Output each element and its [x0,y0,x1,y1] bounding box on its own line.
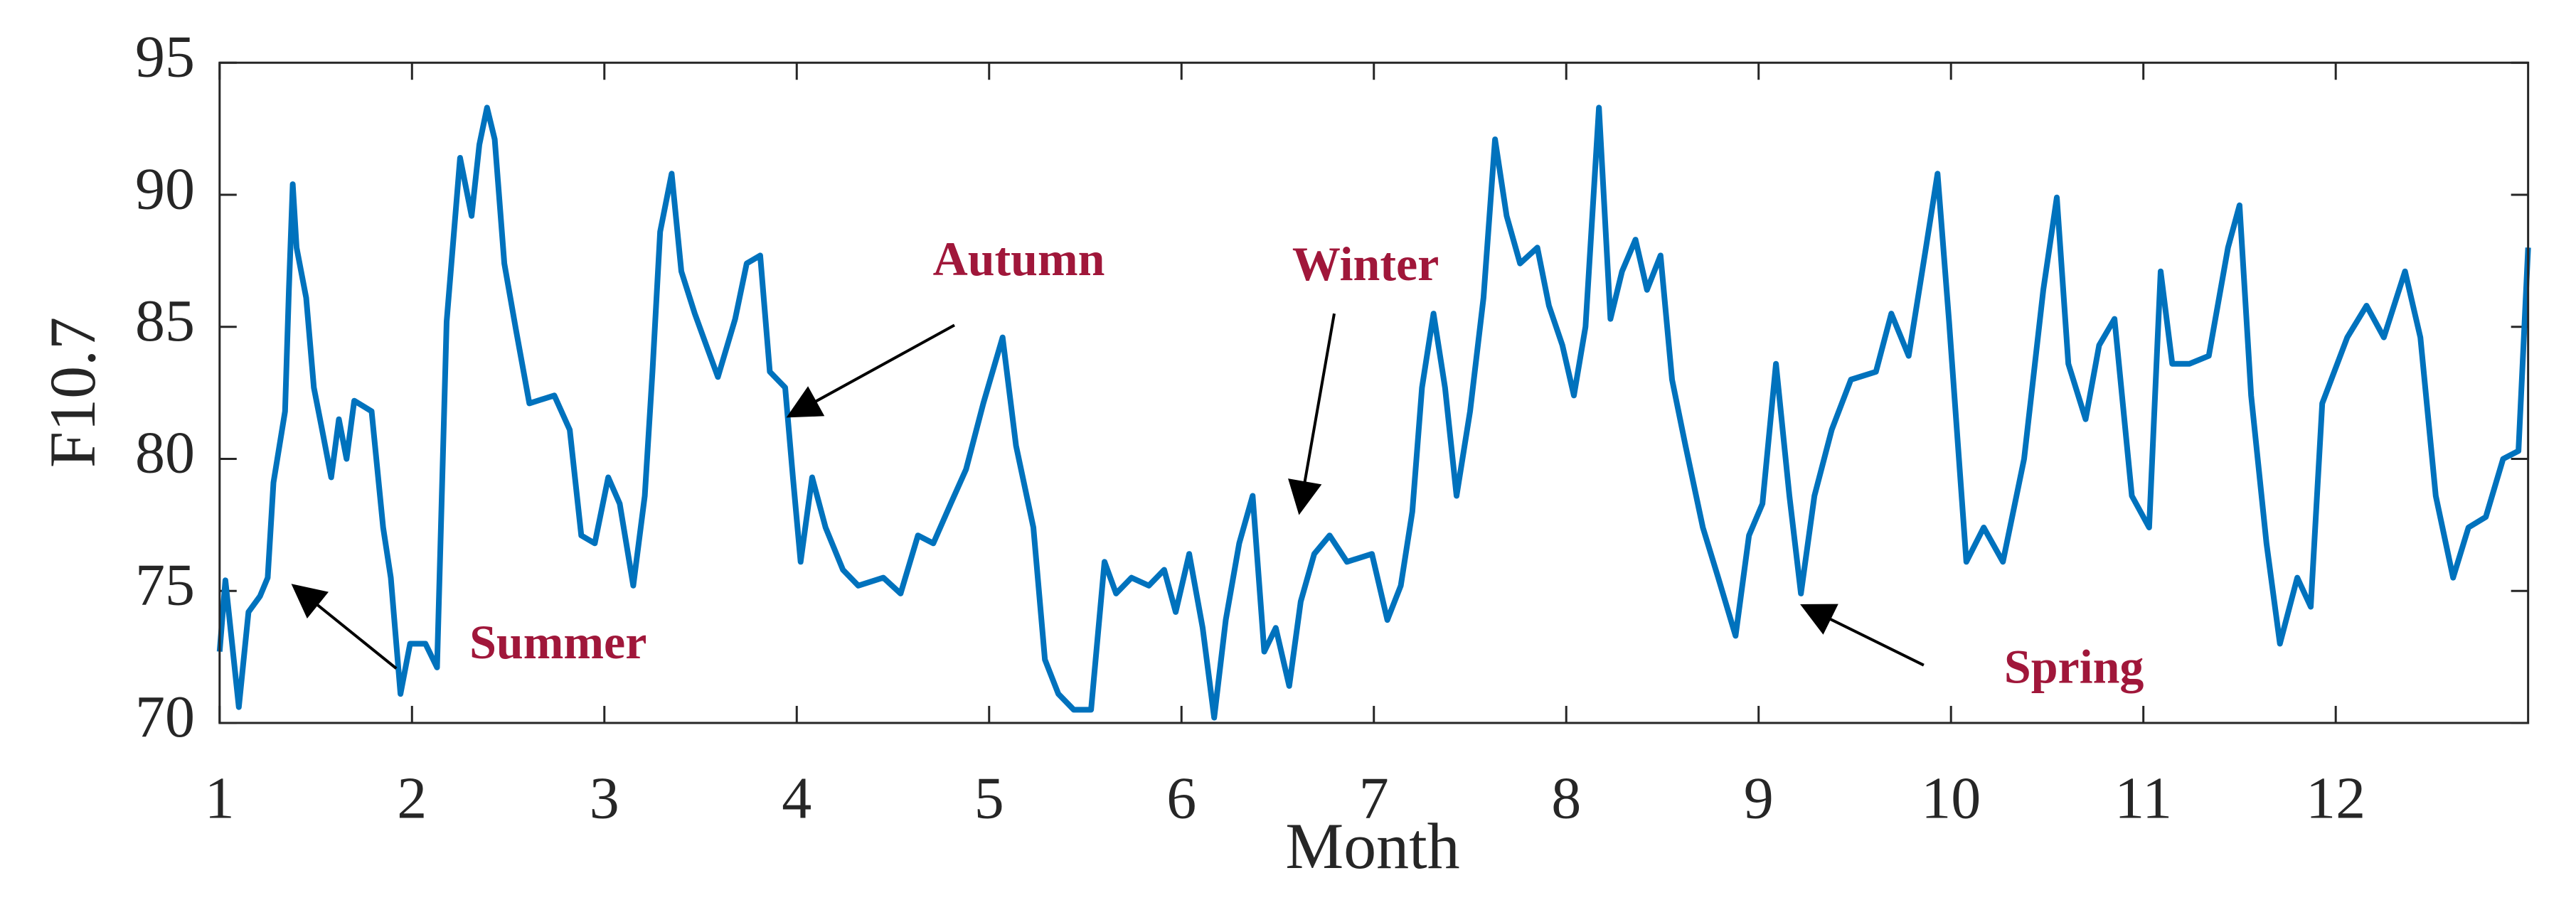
x-tick-label: 10 [1921,765,1981,831]
y-tick-label: 80 [135,420,195,486]
x-tick-label: 11 [2114,765,2172,831]
y-axis-label: F10.7 [36,317,109,468]
annotation: Winter [1292,237,1439,291]
plot-frame [218,61,2530,724]
x-tick-label: 3 [590,765,619,831]
y-tick-label: 95 [135,24,195,90]
annotation-arrow [1288,313,1336,515]
x-tick-label: 8 [1551,765,1581,831]
annotation-arrow [786,323,955,418]
y-tick-label: 90 [135,156,195,222]
data-line [216,105,2531,721]
x-axis-label: Month [1285,810,1459,882]
annotation: Autumn [933,232,1105,286]
x-tick-label: 4 [782,765,811,831]
x-tick-label: 2 [397,765,427,831]
y-tick-label: 75 [135,552,195,618]
annotation: Spring [2004,640,2144,694]
x-tick-label: 6 [1166,765,1196,831]
annotation-arrow [1800,604,1925,667]
x-tick-label: 1 [205,765,235,831]
y-tick-label: 70 [135,684,195,750]
x-tick-label: 5 [974,765,1004,831]
annotation: Summer [469,615,646,669]
annotation-arrow [291,584,398,670]
y-tick-label: 85 [135,288,195,354]
x-tick-label: 9 [1744,765,1774,831]
x-tick-label: 7 [1359,765,1389,831]
x-tick-label: 12 [2306,765,2365,831]
